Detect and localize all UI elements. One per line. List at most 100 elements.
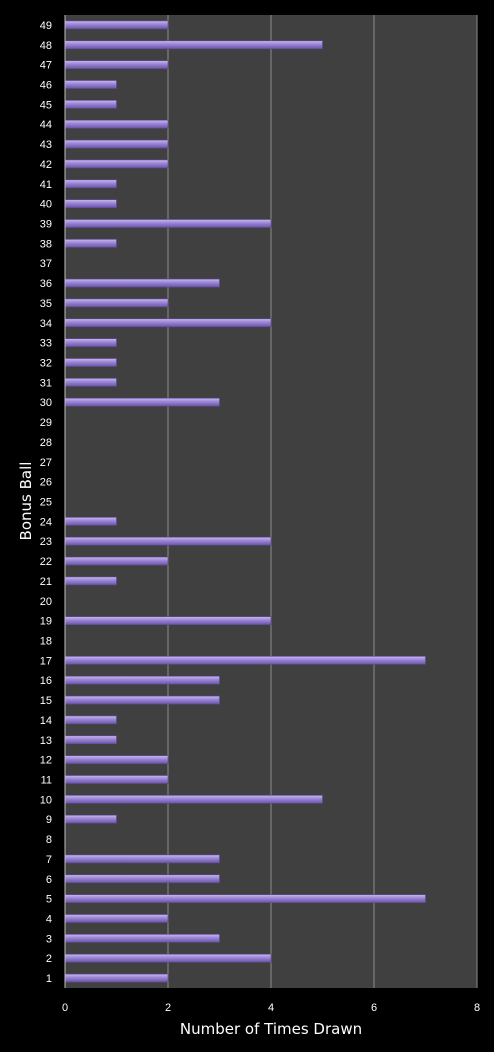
- y-tick-label: 26: [40, 477, 52, 489]
- y-tick-label: 4: [46, 914, 52, 926]
- bar-45: [64, 100, 117, 109]
- bar-12: [64, 755, 169, 764]
- y-tick-label: 31: [40, 377, 52, 389]
- bar-23: [64, 536, 272, 546]
- bar-32: [64, 358, 117, 367]
- x-axis-title: Number of Times Drawn: [180, 1020, 362, 1038]
- y-tick-labels: 1234567891011121314151617181920212223242…: [40, 20, 52, 985]
- bar-41: [64, 179, 117, 189]
- y-tick-label: 36: [40, 278, 52, 290]
- bar-5: [64, 894, 426, 903]
- y-tick-label: 19: [40, 616, 52, 628]
- bar-19: [64, 616, 272, 625]
- y-tick-label: 14: [40, 715, 52, 727]
- y-tick-label: 42: [40, 159, 52, 171]
- bar-2: [64, 953, 272, 963]
- y-tick-label: 44: [40, 119, 52, 131]
- y-tick-label: 9: [46, 814, 52, 826]
- bar-43: [64, 139, 169, 149]
- bar-44: [64, 119, 169, 129]
- y-tick-label: 27: [40, 457, 52, 469]
- y-tick-label: 18: [40, 636, 52, 648]
- bar-31: [64, 378, 117, 387]
- y-tick-label: 41: [40, 179, 52, 191]
- y-tick-label: 11: [41, 775, 52, 787]
- y-tick-label: 37: [40, 258, 52, 270]
- bar-9: [64, 814, 117, 824]
- y-tick-label: 33: [40, 338, 52, 350]
- x-tick-label: 8: [474, 1002, 480, 1014]
- y-tick-label: 48: [40, 40, 52, 52]
- bar-21: [64, 576, 117, 586]
- y-tick-label: 21: [40, 576, 52, 588]
- bar-1: [64, 973, 169, 983]
- bar-48: [64, 40, 323, 50]
- y-tick-label: 5: [46, 894, 52, 906]
- y-tick-label: 47: [40, 60, 52, 72]
- bar-35: [64, 298, 169, 308]
- y-tick-label: 43: [40, 139, 52, 151]
- y-tick-label: 8: [46, 834, 52, 846]
- x-tick-label: 4: [268, 1002, 274, 1014]
- y-tick-label: 29: [40, 417, 52, 429]
- y-tick-label: 10: [40, 794, 52, 806]
- y-axis-title: Bonus Ball: [17, 462, 35, 541]
- y-tick-label: 7: [46, 854, 52, 866]
- bar-24: [64, 517, 117, 526]
- y-tick-label: 40: [40, 199, 52, 211]
- y-tick-label: 39: [40, 219, 52, 231]
- bar-33: [64, 338, 117, 347]
- y-tick-label: 13: [40, 735, 52, 747]
- bar-13: [64, 735, 117, 745]
- bar-10: [64, 795, 323, 804]
- y-tick-label: 25: [40, 497, 52, 509]
- bar-3: [64, 934, 220, 943]
- bar-16: [64, 675, 220, 685]
- y-tick-label: 2: [46, 953, 52, 965]
- y-tick-label: 15: [40, 695, 52, 707]
- y-tick-label: 34: [40, 318, 52, 330]
- bar-38: [64, 239, 117, 248]
- bar-30: [64, 397, 220, 407]
- bar-22: [64, 556, 169, 566]
- gridlines: [167, 15, 478, 988]
- y-tick-label: 30: [40, 397, 52, 409]
- y-tick-label: 23: [40, 536, 52, 548]
- bar-15: [64, 695, 220, 705]
- bar-4: [64, 914, 169, 923]
- y-tick-label: 46: [40, 80, 52, 92]
- bar-36: [64, 278, 220, 288]
- bar-11: [64, 775, 169, 784]
- x-tick-labels: 0 2 4 6 8: [62, 1002, 480, 1014]
- y-tick-label: 32: [40, 358, 52, 370]
- bar-17: [64, 656, 426, 665]
- y-tick-label: 22: [40, 556, 52, 568]
- y-tick-label: 16: [40, 675, 52, 687]
- y-tick-label: 38: [40, 238, 52, 250]
- y-tick-label: 45: [40, 99, 52, 111]
- x-tick-label: 2: [165, 1002, 171, 1014]
- y-tick-label: 12: [40, 755, 52, 767]
- bar-7: [64, 854, 220, 864]
- y-tick-label: 1: [46, 973, 52, 985]
- bar-42: [64, 159, 169, 169]
- bar-49: [64, 20, 169, 30]
- bar-47: [64, 60, 169, 69]
- y-tick-label: 6: [46, 874, 52, 886]
- bar-14: [64, 715, 117, 725]
- bar-39: [64, 219, 272, 228]
- bar-6: [64, 874, 220, 884]
- y-tick-label: 3: [46, 933, 52, 945]
- x-tick-label: 0: [62, 1002, 68, 1014]
- y-tick-label: 24: [40, 516, 52, 528]
- bar-46: [64, 80, 117, 89]
- bar-34: [64, 318, 272, 328]
- x-tick-label: 6: [371, 1002, 377, 1014]
- y-tick-label: 17: [40, 655, 52, 667]
- bar-40: [64, 199, 117, 208]
- y-tick-label: 28: [40, 437, 52, 449]
- bars: [64, 20, 426, 983]
- y-tick-label: 35: [40, 298, 52, 310]
- y-tick-label: 20: [40, 596, 52, 608]
